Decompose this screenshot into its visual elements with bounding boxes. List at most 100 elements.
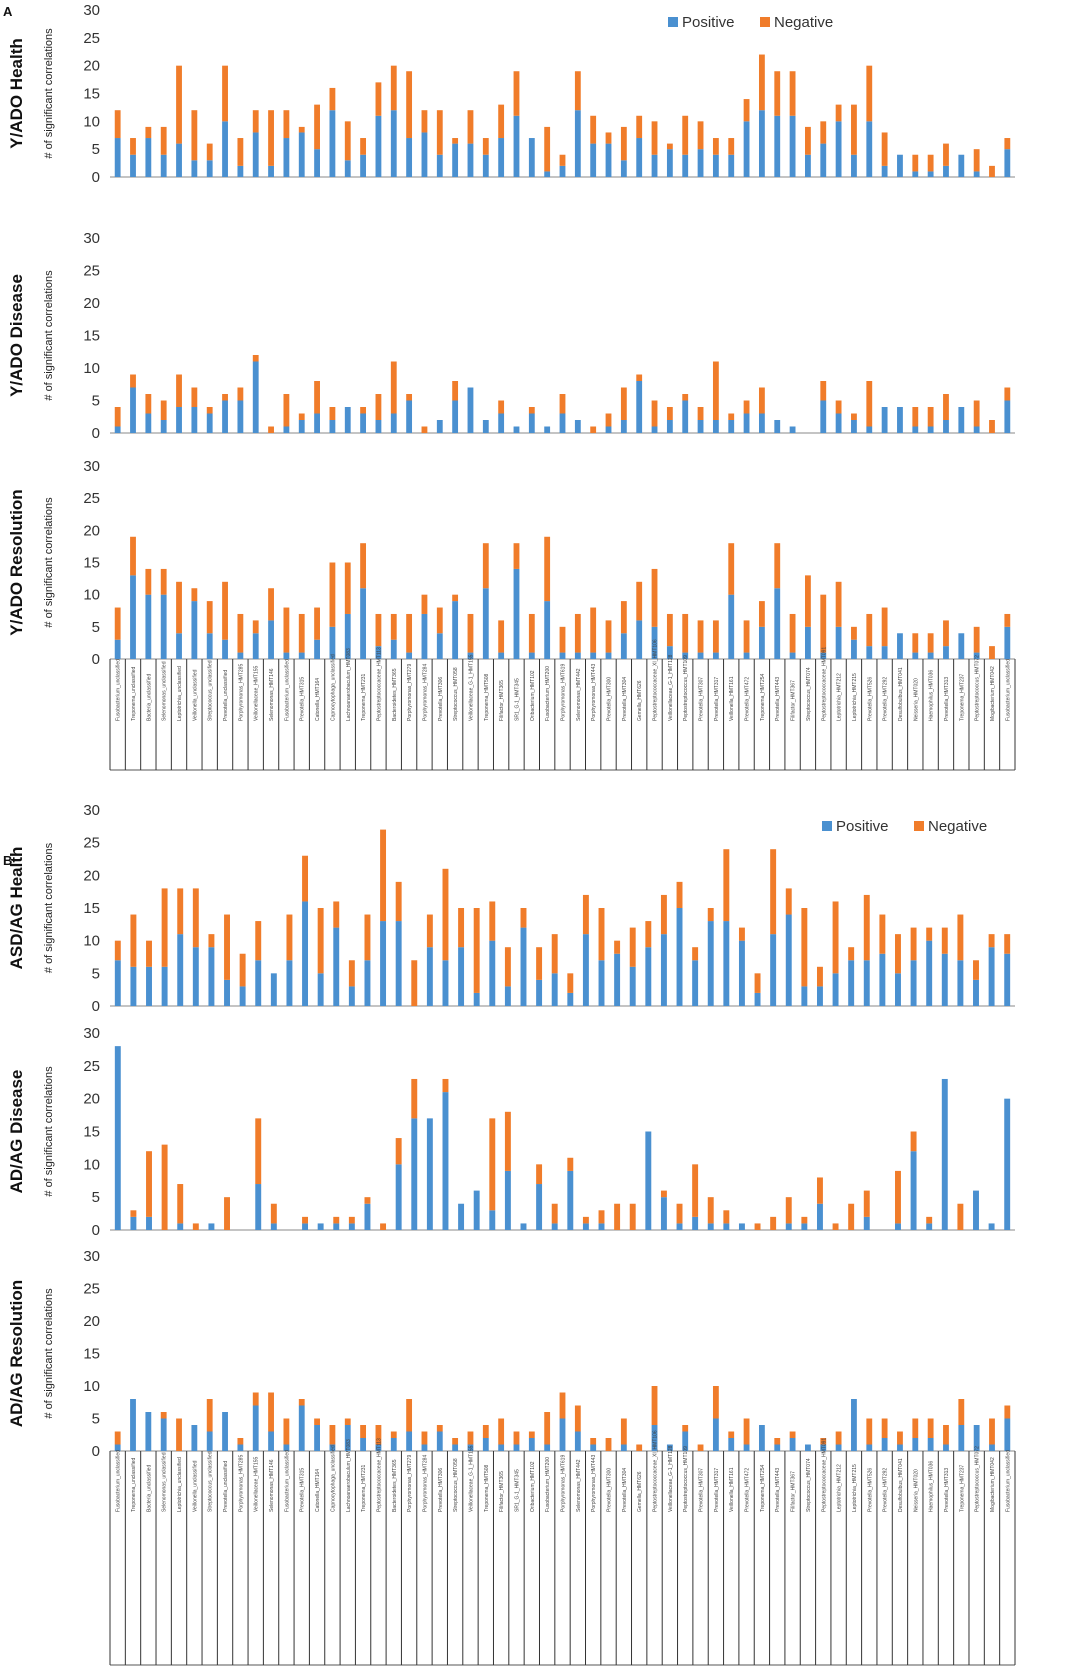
y-tick-label: 30 bbox=[83, 1248, 100, 1265]
bar-positive bbox=[866, 121, 873, 177]
category-label: Veillonellaceae_HMT155 bbox=[254, 665, 260, 721]
bar-positive bbox=[927, 652, 934, 659]
bar-positive bbox=[598, 1223, 605, 1230]
bar-negative bbox=[754, 1223, 761, 1230]
bar-negative bbox=[851, 104, 857, 155]
bar-positive bbox=[390, 639, 397, 659]
bar-positive bbox=[666, 1444, 673, 1451]
bar-negative bbox=[380, 1223, 387, 1230]
subplot-title: AD/AG Disease bbox=[7, 1070, 26, 1194]
bar-positive bbox=[513, 115, 520, 177]
category-label: Veillonella_unclassified bbox=[192, 1460, 198, 1512]
bar-negative bbox=[989, 420, 995, 433]
bar-negative bbox=[629, 1203, 636, 1230]
bar-positive bbox=[774, 588, 781, 659]
bar-positive bbox=[789, 426, 796, 433]
bar-positive bbox=[270, 1223, 277, 1230]
category-label: Prevotella_HMT315 bbox=[300, 677, 306, 721]
bar-negative bbox=[789, 1431, 796, 1438]
bar-positive bbox=[943, 420, 949, 433]
bar-positive bbox=[881, 646, 888, 659]
bar-positive bbox=[268, 165, 274, 177]
bar-negative bbox=[270, 1203, 277, 1224]
bar-positive bbox=[973, 652, 980, 659]
bar-positive bbox=[574, 420, 581, 433]
bar-positive bbox=[348, 986, 355, 1006]
bar-positive bbox=[528, 413, 535, 433]
bar-positive bbox=[252, 1405, 259, 1451]
bar-negative bbox=[728, 138, 735, 155]
bar-negative bbox=[206, 601, 213, 634]
bar-negative bbox=[344, 562, 351, 614]
bar-negative bbox=[452, 381, 459, 401]
y-tick-label: 0 bbox=[92, 1222, 100, 1239]
category-label: Haemophilus_HMT036 bbox=[929, 1461, 935, 1512]
y-tick-label: 5 bbox=[92, 965, 100, 982]
bar-negative bbox=[866, 613, 873, 647]
legend-swatch-negative bbox=[914, 821, 924, 831]
bar-negative bbox=[364, 1197, 371, 1204]
bar-negative bbox=[863, 1190, 870, 1217]
bar-negative bbox=[1004, 934, 1011, 954]
bar-negative bbox=[620, 387, 627, 420]
bar-negative bbox=[567, 1157, 574, 1171]
bar-negative bbox=[789, 613, 796, 653]
bar-negative bbox=[926, 927, 933, 941]
bar-positive bbox=[863, 1216, 870, 1230]
bar-negative bbox=[314, 104, 320, 150]
y-tick-label: 30 bbox=[83, 1025, 100, 1042]
bar-positive bbox=[957, 960, 964, 1006]
bar-positive bbox=[728, 420, 735, 433]
category-label: Bacteroidetes_HMT365 bbox=[392, 1459, 398, 1512]
bar-negative bbox=[452, 1438, 459, 1445]
bar-negative bbox=[390, 1431, 397, 1438]
bar-positive bbox=[160, 594, 167, 659]
bar-negative bbox=[286, 914, 293, 961]
bar-negative bbox=[237, 138, 244, 166]
legend-swatch-positive bbox=[822, 821, 832, 831]
bar-positive bbox=[820, 143, 827, 177]
bar-positive bbox=[255, 1184, 262, 1230]
bar-positive bbox=[590, 143, 597, 177]
bar-negative bbox=[805, 126, 811, 155]
bar-positive bbox=[912, 426, 919, 433]
bar-positive bbox=[375, 1444, 382, 1451]
bar-negative bbox=[176, 65, 182, 144]
bar-negative bbox=[774, 1438, 781, 1445]
bar-negative bbox=[927, 407, 934, 427]
bar-positive bbox=[208, 1223, 215, 1230]
bar-positive bbox=[380, 921, 387, 1006]
y-axis-label: # of significant correlations bbox=[43, 497, 55, 628]
category-label: Leptotrichia_unclassified bbox=[177, 1457, 183, 1512]
category-label: Fusobacterium_unclassified bbox=[284, 1450, 290, 1512]
category-label: Filifactor_HMT365 bbox=[499, 1471, 505, 1512]
y-tick-label: 10 bbox=[83, 933, 100, 950]
category-label: Peptostreptococcus_HMT109 bbox=[683, 1446, 689, 1512]
category-label: Neisseria_HMT020 bbox=[913, 678, 919, 721]
bar-negative bbox=[645, 921, 652, 948]
bar-negative bbox=[910, 927, 917, 961]
bar-negative bbox=[605, 1438, 612, 1451]
bar-positive bbox=[146, 1216, 152, 1230]
bar-negative bbox=[390, 613, 397, 640]
bar-negative bbox=[848, 1203, 855, 1230]
text-layer: A B 0 5 10 15 20 25 30 Y/ADO Health # of signifi… bbox=[3, 2, 1011, 1512]
category-label: Gemella_HMT626 bbox=[637, 1471, 643, 1512]
bar-positive bbox=[344, 1425, 351, 1451]
bar-positive bbox=[707, 921, 714, 1006]
bar-negative bbox=[957, 1203, 964, 1230]
bar-positive bbox=[375, 115, 382, 177]
bar-negative bbox=[912, 154, 919, 172]
category-label: Mogibacterium_HMT042 bbox=[990, 666, 996, 721]
bar-positive bbox=[283, 426, 290, 433]
bar-positive bbox=[114, 1046, 121, 1230]
legend-label-positive: Positive bbox=[682, 14, 735, 31]
category-label: Selenomonas_unclassified bbox=[162, 661, 168, 721]
bar-negative bbox=[473, 908, 480, 993]
bar-positive bbox=[926, 940, 933, 1006]
y-tick-label: 15 bbox=[83, 86, 100, 103]
bar-positive bbox=[988, 947, 995, 1006]
bar-negative bbox=[651, 400, 658, 427]
bar-negative bbox=[252, 620, 259, 634]
bar-positive bbox=[651, 426, 658, 433]
